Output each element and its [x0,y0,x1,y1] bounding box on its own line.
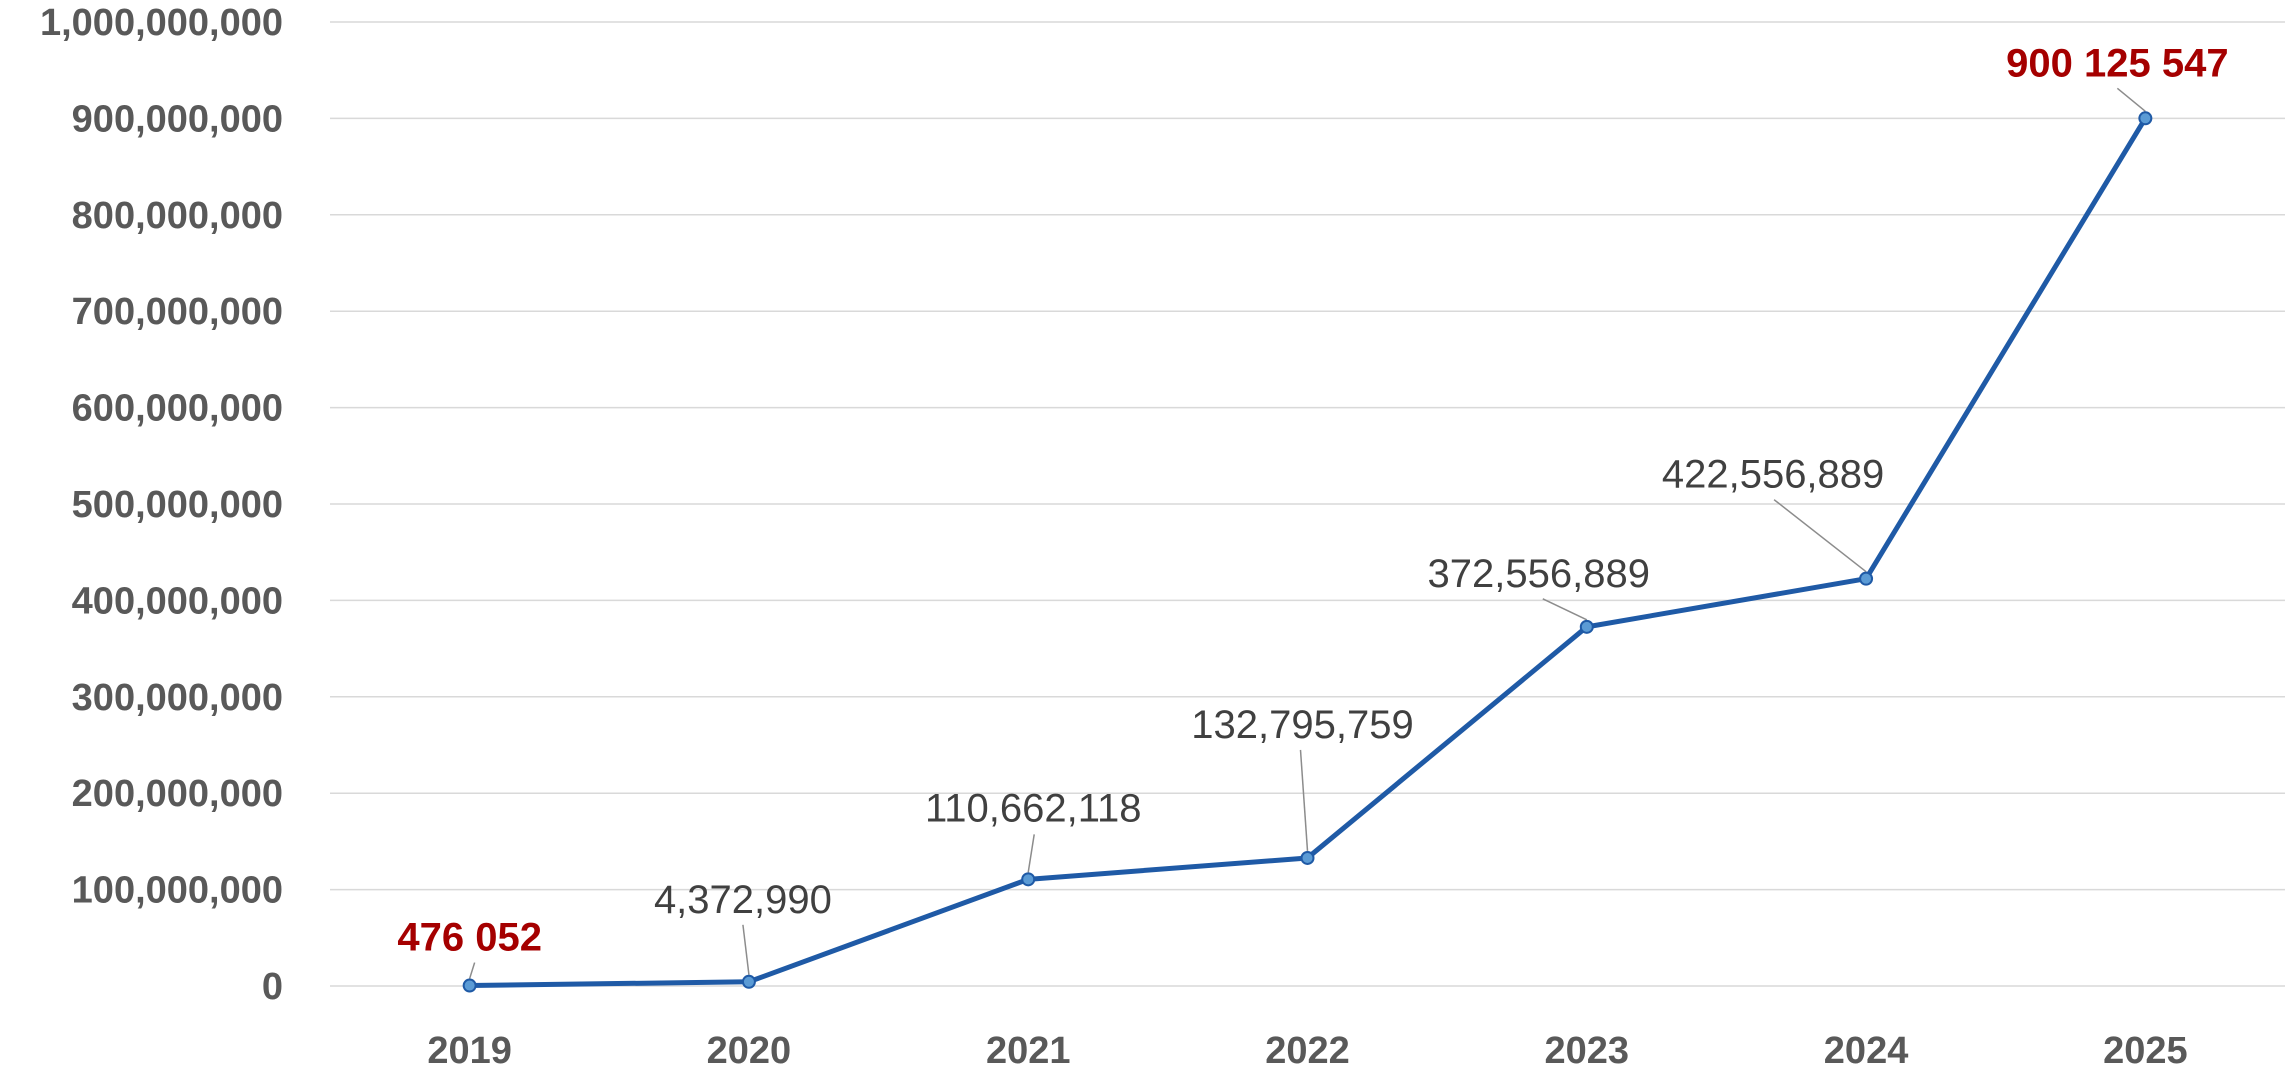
leader-line [2116,87,2146,112]
leader-line [742,924,750,975]
y-tick-label: 100,000,000 [72,870,283,912]
data-label-leader-lines [468,87,2146,979]
x-axis-tick-labels: 2019 2020 2021 2022 2023 2024 2025 [427,1030,2187,1072]
leader-line [468,962,476,979]
y-tick-label: 900,000,000 [72,98,283,140]
data-point [1300,850,1315,865]
y-tick-label: 0 [262,966,283,1008]
data-point [741,974,756,989]
data-labels: 476 052 4,372,990 110,662,118 132,795,759 37… [397,41,2228,959]
y-tick-label: 400,000,000 [72,580,283,622]
x-tick-label: 2023 [1545,1030,1630,1072]
gridlines [330,21,2285,987]
leader-line [1773,499,1867,573]
data-point-markers [462,111,2153,993]
data-label: 422,556,889 [1662,453,1884,497]
y-tick-label: 800,000,000 [72,195,283,237]
data-point [2138,111,2153,126]
y-tick-label: 700,000,000 [72,291,283,333]
leader-line [1299,749,1309,852]
leader-line [1542,598,1588,621]
data-point [1021,872,1036,887]
data-label: 476 052 [397,916,542,960]
data-label: 4,372,990 [654,878,832,922]
data-label: 132,795,759 [1191,703,1413,747]
x-tick-label: 2024 [1824,1030,1909,1072]
x-tick-label: 2021 [986,1030,1071,1072]
y-axis-tick-labels: 0 100,000,000 200,000,000 300,000,000 400,00… [40,2,283,1008]
y-tick-label: 600,000,000 [72,388,283,430]
y-tick-label: 300,000,000 [72,677,283,719]
y-tick-label: 500,000,000 [72,484,283,526]
data-point [1859,571,1874,586]
leader-line [1027,834,1035,873]
data-label: 900 125 547 [2006,41,2228,85]
y-tick-label: 1,000,000,000 [40,2,283,44]
data-point [1579,619,1594,634]
data-label: 372,556,889 [1428,552,1650,596]
y-tick-label: 200,000,000 [72,773,283,815]
x-tick-label: 2022 [1265,1030,1350,1072]
x-tick-label: 2019 [427,1030,512,1072]
data-label: 110,662,118 [925,786,1142,830]
data-point [462,978,477,993]
x-tick-label: 2020 [707,1030,792,1072]
x-tick-label: 2025 [2103,1030,2188,1072]
